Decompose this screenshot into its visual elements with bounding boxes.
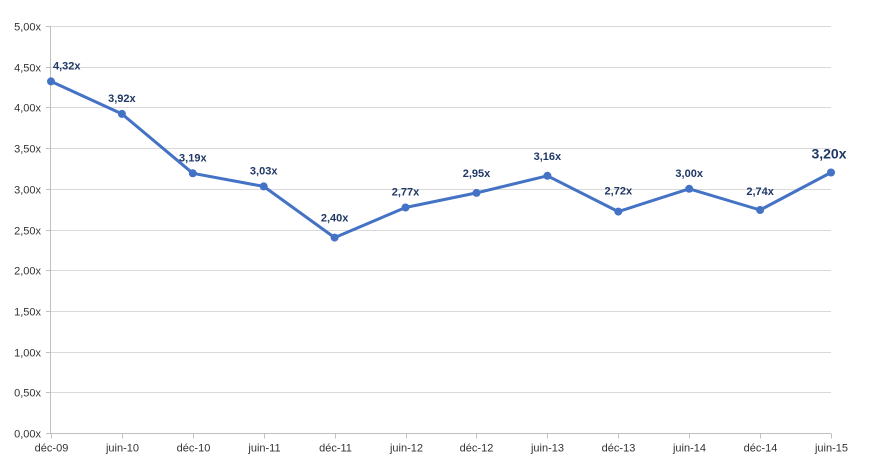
x-tick-label: juin-14 (672, 443, 706, 455)
data-label: 4,32x (53, 60, 81, 72)
data-points (47, 77, 835, 242)
y-tick-label: 4,00x (14, 103, 41, 115)
data-point (685, 184, 694, 193)
x-axis-tick-labels: déc-09 juin-10 déc-10 juin-11 déc-11 juin-12 d… (35, 443, 848, 455)
x-tick-label: déc-11 (319, 443, 352, 455)
x-tick-label: juin-10 (105, 443, 139, 455)
x-tick-label: déc-10 (177, 443, 211, 455)
data-label: 3,19x (179, 152, 207, 164)
y-tick-label: 2,50x (14, 226, 41, 238)
data-point (827, 168, 835, 177)
data-label: 3,20x (811, 146, 846, 162)
x-tick-label: déc-12 (460, 443, 494, 455)
y-tick-label: 0,50x (14, 388, 41, 400)
y-tick-label: 1,50x (14, 307, 41, 319)
data-label: 3,03x (250, 165, 278, 177)
data-label: 3,92x (108, 93, 136, 105)
x-tick-label: juin-11 (247, 443, 280, 455)
x-tick-label: déc-14 (744, 443, 778, 455)
y-tick-label: 0,00x (14, 429, 41, 441)
x-tick-label: juin-13 (530, 443, 564, 455)
data-label: 2,95x (463, 168, 491, 180)
data-labels: 4,32x 3,92x 3,19x 3,03x 2,40x 2,77x 2,95x 3,16x… (53, 60, 847, 224)
data-point (47, 77, 55, 86)
data-label: 3,16x (534, 151, 562, 163)
series-line (49, 79, 833, 240)
y-tick-label: 4,50x (14, 63, 41, 75)
y-axis-tick-labels: 0,00x 0,50x 1,00x 1,50x 2,00x 2,50x 3,00x 3,50x… (14, 22, 41, 441)
gridlines (51, 26, 831, 393)
data-point (117, 109, 126, 118)
x-tick-label: juin-15 (814, 443, 848, 455)
series-line (49, 79, 833, 240)
data-point (543, 171, 552, 180)
y-tick-label: 3,00x (14, 185, 41, 197)
y-tick-label: 2,00x (14, 266, 41, 278)
x-tick-label: juin-12 (389, 443, 423, 455)
data-label: 2,40x (321, 213, 349, 225)
axes (46, 26, 832, 439)
x-tick-label: déc-13 (602, 443, 636, 455)
x-tick-label: déc-09 (35, 443, 69, 455)
data-point (472, 188, 481, 197)
data-label: 2,72x (605, 186, 633, 198)
data-point (188, 169, 197, 178)
data-point (401, 203, 410, 212)
y-tick-label: 5,00x (14, 22, 41, 34)
data-point (330, 233, 339, 242)
y-tick-label: 1,00x (14, 348, 41, 360)
data-point (614, 207, 623, 216)
data-label: 2,74x (746, 186, 774, 198)
data-label: 3,00x (675, 168, 703, 180)
data-point (259, 182, 268, 191)
y-tick-label: 3,50x (14, 144, 41, 156)
data-label: 2,77x (392, 187, 420, 199)
data-point (756, 206, 765, 214)
